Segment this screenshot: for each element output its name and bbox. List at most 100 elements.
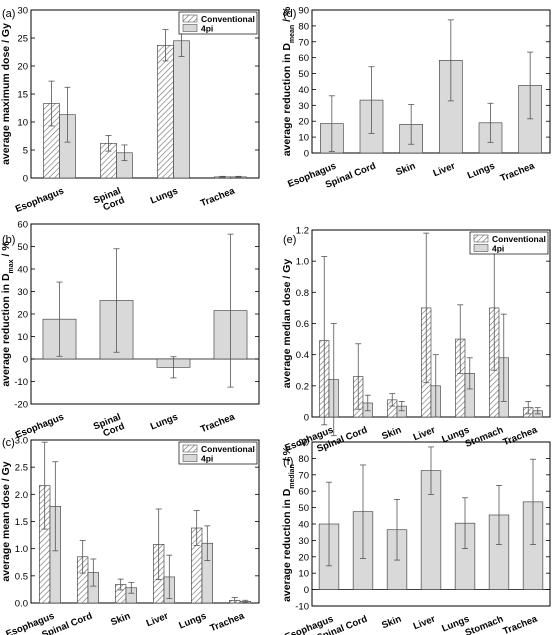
y-tick-label: 0.6 xyxy=(296,319,309,330)
y-tick-label: 0.4 xyxy=(296,350,309,361)
x-tick-label: Skin xyxy=(109,611,132,629)
y-tick-label: 3.0 xyxy=(15,436,28,447)
y-tick-label: 60 xyxy=(17,220,28,231)
y-tick-label: 25 xyxy=(17,34,28,45)
y-tick-label: 40 xyxy=(17,265,28,276)
x-tick-label: Lungs xyxy=(466,161,497,182)
legend-label: 4pi xyxy=(201,24,213,34)
y-tick-label: 0.2 xyxy=(296,381,309,392)
legend-swatch xyxy=(182,14,198,23)
panel-label: (e) xyxy=(283,234,296,246)
x-tick-label: Lungs xyxy=(177,611,208,632)
legend-box xyxy=(469,231,549,255)
x-tick-label: Skin xyxy=(380,425,403,443)
plot-frame xyxy=(311,9,551,154)
x-tick-label: Lungs xyxy=(149,186,180,207)
y-axis-label: average mean dose / Gy xyxy=(0,461,12,581)
y-tick-label: 1.5 xyxy=(15,517,28,528)
y-tick-label: -10 xyxy=(295,602,309,613)
legend-swatch xyxy=(182,444,198,453)
y-tick-label: 10 xyxy=(17,332,28,343)
legend-swatch xyxy=(182,454,198,462)
y-tick-label: 0.0 xyxy=(15,599,28,610)
y-axis-label: average reduction in Dmax / % xyxy=(0,241,15,387)
panel-label: (a) xyxy=(2,8,15,20)
x-tick-label: SpinalCord xyxy=(92,186,126,216)
chart-panel-e: (e) 0 0.2 0.4 0.6 0.8 1.0 1.2 average median dos… xyxy=(281,226,551,455)
x-tick-label: SpinalCord xyxy=(92,412,126,442)
y-tick-label: 1.2 xyxy=(296,226,309,237)
y-tick-label: 90 xyxy=(298,6,309,17)
bar xyxy=(173,40,190,179)
bar xyxy=(157,44,174,179)
x-tick-label: Lungs xyxy=(149,412,180,433)
y-tick-label: 30 xyxy=(298,101,309,112)
x-tick-label: Trachea xyxy=(199,411,237,435)
y-tick-label: 0.5 xyxy=(15,571,28,582)
x-tick-label: Trachea xyxy=(209,610,247,634)
legend-label: Conventional xyxy=(201,14,255,24)
y-tick-label: 1.0 xyxy=(296,257,309,268)
y-axis-label: average maximum dose / Gy xyxy=(0,23,12,165)
x-tick-label: Skin xyxy=(380,614,403,632)
x-tick-label: Trachea xyxy=(502,613,540,635)
x-tick-label: Stomach xyxy=(464,425,506,450)
y-tick-label: 5 xyxy=(23,146,28,157)
y-tick-label: 70 xyxy=(298,37,309,48)
y-tick-label: 60 xyxy=(298,487,309,498)
y-axis-label: average reduction in Dmean / % xyxy=(281,6,296,156)
y-tick-label: 50 xyxy=(298,503,309,514)
legend-swatch xyxy=(182,24,198,32)
x-tick-label: Liver xyxy=(412,425,437,444)
y-tick-label: 2.0 xyxy=(15,490,28,501)
y-axis-label: average median dose / Gy xyxy=(281,259,293,389)
panel-label: (c) xyxy=(2,437,15,449)
x-tick-label: Trachea xyxy=(499,160,537,184)
x-tick-label: Skin xyxy=(394,161,417,179)
y-tick-label: 0 xyxy=(23,355,28,366)
panel-label: (b) xyxy=(2,234,15,246)
y-tick-label: 10 xyxy=(17,118,28,129)
x-tick-label: Liver xyxy=(145,611,170,630)
y-tick-label: 40 xyxy=(298,85,309,96)
y-tick-label: 30 xyxy=(298,536,309,547)
legend-swatch xyxy=(473,234,489,243)
chart-panel-a: (a) 0 5 10 15 20 25 30 average maximum dose / Gy… xyxy=(0,6,260,216)
y-tick-label: 0.8 xyxy=(296,288,309,299)
legend-box xyxy=(178,11,258,35)
y-tick-label: -20 xyxy=(14,400,28,411)
x-tick-label: Esophagus xyxy=(14,186,66,215)
y-tick-label: 30 xyxy=(17,287,28,298)
y-tick-label: 15 xyxy=(17,90,28,101)
y-tick-label: 50 xyxy=(298,69,309,80)
y-tick-label: 80 xyxy=(298,454,309,465)
y-tick-label: 0 xyxy=(304,413,309,424)
y-tick-label: 20 xyxy=(298,552,309,563)
y-tick-label: 20 xyxy=(17,62,28,73)
y-tick-label: 70 xyxy=(298,470,309,481)
x-tick-label: Trachea xyxy=(502,424,540,448)
y-tick-label: 40 xyxy=(298,520,309,531)
legend-label: 4pi xyxy=(492,244,504,254)
y-tick-label: 90 xyxy=(298,438,309,449)
panel-label: (d) xyxy=(283,8,296,20)
plot-frame xyxy=(30,439,260,604)
legend-label: Conventional xyxy=(492,234,546,244)
y-tick-label: 2.5 xyxy=(15,463,28,474)
y-tick-label: 0 xyxy=(23,174,28,185)
legend-label: 4pi xyxy=(201,454,213,464)
y-tick-label: 0 xyxy=(304,149,309,160)
y-tick-label: 0 xyxy=(304,585,309,596)
legend-swatch xyxy=(473,244,489,252)
y-tick-label: 30 xyxy=(17,6,28,17)
y-axis-label: average reduction in Dmedian / % xyxy=(281,445,296,601)
x-tick-label: Liver xyxy=(412,614,437,633)
y-tick-label: 60 xyxy=(298,53,309,64)
y-tick-label: 1.0 xyxy=(15,544,28,555)
legend-label: Conventional xyxy=(201,444,255,454)
